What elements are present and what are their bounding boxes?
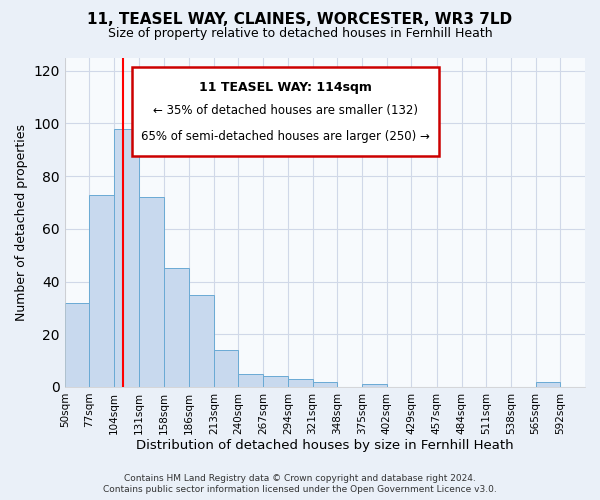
Bar [362,384,386,387]
Y-axis label: Number of detached properties: Number of detached properties [15,124,28,320]
Bar [536,382,560,387]
Bar [65,302,89,387]
Bar [238,374,263,387]
Text: 65% of semi-detached houses are larger (250) →: 65% of semi-detached houses are larger (… [142,130,430,143]
Bar [288,379,313,387]
Bar [114,128,139,387]
Text: Size of property relative to detached houses in Fernhill Heath: Size of property relative to detached ho… [107,28,493,40]
Text: ← 35% of detached houses are smaller (132): ← 35% of detached houses are smaller (13… [154,104,418,117]
Bar [214,350,238,387]
Bar [313,382,337,387]
Bar [139,197,164,387]
Bar [263,376,288,387]
Bar [89,194,114,387]
X-axis label: Distribution of detached houses by size in Fernhill Heath: Distribution of detached houses by size … [136,440,514,452]
Text: 11, TEASEL WAY, CLAINES, WORCESTER, WR3 7LD: 11, TEASEL WAY, CLAINES, WORCESTER, WR3 … [88,12,512,28]
FancyBboxPatch shape [133,68,439,156]
Text: Contains HM Land Registry data © Crown copyright and database right 2024.
Contai: Contains HM Land Registry data © Crown c… [103,474,497,494]
Text: 11 TEASEL WAY: 114sqm: 11 TEASEL WAY: 114sqm [199,80,373,94]
Bar [189,294,214,387]
Bar [164,268,189,387]
